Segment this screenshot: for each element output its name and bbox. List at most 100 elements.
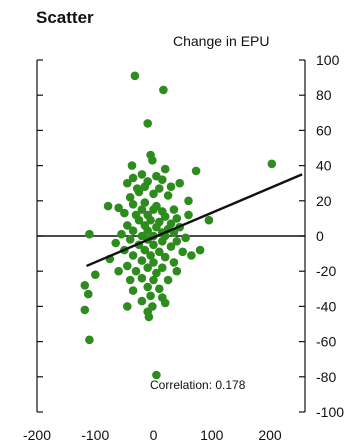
scatter-point xyxy=(111,238,120,248)
correlation-annotation: Correlation: 0.178 xyxy=(150,378,246,392)
scatter-point xyxy=(191,166,201,176)
scatter-point xyxy=(144,312,154,322)
y-axis-label: Change in EPU xyxy=(173,33,270,49)
x-tick-label: 100 xyxy=(200,427,224,443)
scatter-point xyxy=(103,201,113,211)
scatter-point xyxy=(149,275,158,285)
scatter-point xyxy=(143,282,152,292)
scatter-point xyxy=(163,191,173,200)
scatter-point xyxy=(158,263,167,273)
scatter-point xyxy=(159,85,168,95)
scatter-point xyxy=(123,221,132,230)
scatter-point xyxy=(140,182,150,191)
scatter-point xyxy=(146,251,155,260)
scatter-point xyxy=(184,210,193,220)
data-points xyxy=(80,71,277,380)
scatter-point xyxy=(125,193,135,202)
scatter-point xyxy=(85,229,94,239)
scatter-point xyxy=(131,266,141,276)
scatter-point xyxy=(134,215,144,225)
scatter-point xyxy=(137,273,147,283)
scatter-point xyxy=(128,226,138,235)
scatter-point xyxy=(149,189,158,199)
scatter-point xyxy=(155,247,164,257)
y-tick-label: -60 xyxy=(316,334,336,350)
scatter-point xyxy=(195,245,205,255)
scatter-point xyxy=(127,161,137,170)
scatter-point xyxy=(146,291,155,301)
scatter-point xyxy=(125,235,135,244)
scatter-point xyxy=(130,71,140,81)
y-tick-label: -20 xyxy=(316,263,336,279)
trend-line-group xyxy=(86,173,303,268)
scatter-point xyxy=(120,208,129,218)
scatter-point xyxy=(160,252,170,262)
y-tick-label: -40 xyxy=(316,298,336,314)
scatter-point xyxy=(187,251,196,260)
scatter-point xyxy=(175,178,184,188)
scatter-point xyxy=(149,240,158,250)
scatter-point xyxy=(140,198,150,207)
scatter-point xyxy=(137,170,147,179)
scatter-point xyxy=(80,281,90,290)
scatter-point xyxy=(158,175,167,184)
scatter-point xyxy=(85,335,94,345)
y-tick-label: 60 xyxy=(316,122,332,138)
scatter-point xyxy=(152,222,161,232)
scatter-point xyxy=(123,178,132,188)
scatter-point xyxy=(91,270,100,280)
scatter-point xyxy=(140,245,150,255)
scatter-point xyxy=(163,275,173,285)
scatter-point xyxy=(143,263,152,273)
scatter-point xyxy=(149,258,158,267)
scatter-point xyxy=(114,266,123,276)
scatter-point xyxy=(137,256,147,265)
scatter-point xyxy=(117,229,126,239)
scatter-point xyxy=(155,284,164,294)
x-tick-label: -100 xyxy=(81,427,109,443)
scatter-point xyxy=(172,237,182,246)
scatter-point xyxy=(152,268,161,278)
scatter-point xyxy=(149,205,158,214)
scatter-point xyxy=(123,302,132,311)
y-tick-label: 0 xyxy=(316,228,324,244)
y-tick-label: -100 xyxy=(316,404,344,420)
y-tick-label: -80 xyxy=(316,369,336,385)
scatter-point xyxy=(143,226,152,235)
scatter-point xyxy=(184,196,193,206)
scatter-point xyxy=(137,205,147,214)
chart-title: Scatter xyxy=(36,8,94,27)
scatter-point xyxy=(146,215,155,225)
scatter-point xyxy=(125,275,135,285)
y-tick-label: 80 xyxy=(316,87,332,103)
y-tick-label: 20 xyxy=(316,193,332,209)
scatter-point xyxy=(166,242,176,251)
scatter-point xyxy=(123,261,132,271)
scatter-point xyxy=(267,159,277,169)
scatter-point xyxy=(148,156,157,165)
scatter-point xyxy=(114,203,123,213)
scatter-point xyxy=(160,164,170,174)
scatter-point xyxy=(172,266,182,276)
scatter-point xyxy=(134,187,144,197)
scatter-point xyxy=(152,370,161,380)
scatter-point xyxy=(155,184,164,193)
y-tick-label: 100 xyxy=(316,52,340,68)
scatter-point xyxy=(128,251,138,260)
scatter-point xyxy=(172,214,182,223)
scatter-point xyxy=(166,182,176,191)
scatter-point xyxy=(80,305,90,315)
scatter-point xyxy=(169,258,179,267)
scatter-point xyxy=(158,237,167,246)
scatter-point xyxy=(181,233,190,243)
scatter-point xyxy=(169,205,179,214)
scatter-point xyxy=(128,200,138,209)
x-tick-label: 0 xyxy=(150,427,158,443)
scatter-point xyxy=(204,215,214,225)
scatter-point xyxy=(128,173,138,183)
x-tick-label: 200 xyxy=(258,427,282,443)
y-tick-label: 40 xyxy=(316,158,332,174)
x-tick-label: -200 xyxy=(23,427,51,443)
scatter-point xyxy=(160,298,170,308)
